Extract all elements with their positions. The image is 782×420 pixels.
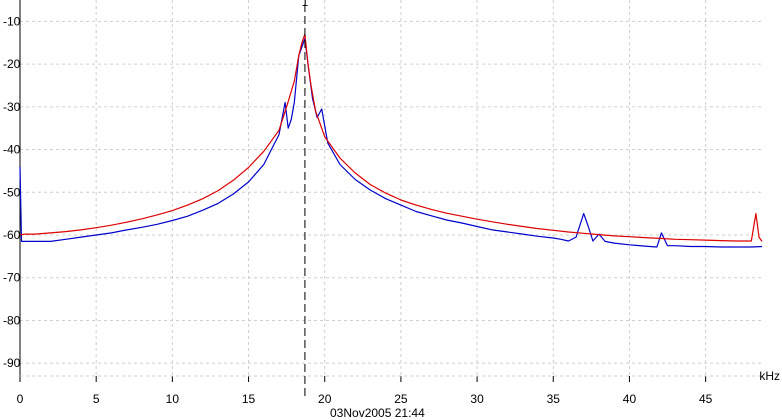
y-tick-label: -10: [3, 14, 21, 28]
y-tick-label: -50: [3, 185, 21, 199]
x-tick-label: 45: [699, 392, 713, 406]
y-tick-label: -90: [3, 356, 21, 370]
y-tick-label: -80: [3, 313, 21, 327]
series-line-2: [19, 33, 763, 242]
grid-lines: [20, 0, 762, 376]
y-tick-labels: -10 -20 -30 -40 -50 -60 -70 -80 -90: [3, 14, 21, 370]
series-lines: [19, 33, 763, 248]
x-tick-label: 30: [470, 392, 484, 406]
y-tick-label: -30: [3, 100, 21, 114]
x-tick-label: 0: [17, 392, 24, 406]
axes: [19, 0, 762, 382]
x-tick-label: 40: [623, 392, 637, 406]
x-tick-label: 5: [93, 392, 100, 406]
y-tick-label: -20: [3, 57, 21, 71]
x-tick-label: 25: [394, 392, 408, 406]
x-axis-unit-label: kHz: [759, 369, 780, 383]
x-tick-labels: 0 5 10 15 20 25 30 35 40 45: [17, 392, 713, 406]
marker-cursor: 1: [302, 0, 309, 398]
x-tick-label: 15: [242, 392, 256, 406]
y-tick-label: -60: [3, 228, 21, 242]
x-tick-label: 35: [547, 392, 561, 406]
x-tick-label: 20: [318, 392, 332, 406]
y-tick-label: -70: [3, 271, 21, 285]
y-tick-label: -40: [3, 143, 21, 157]
series-line-1: [19, 37, 763, 248]
x-tick-label: 10: [166, 392, 180, 406]
marker-label: 1: [302, 0, 309, 9]
timestamp-label: 03Nov2005 21:44: [330, 406, 425, 420]
